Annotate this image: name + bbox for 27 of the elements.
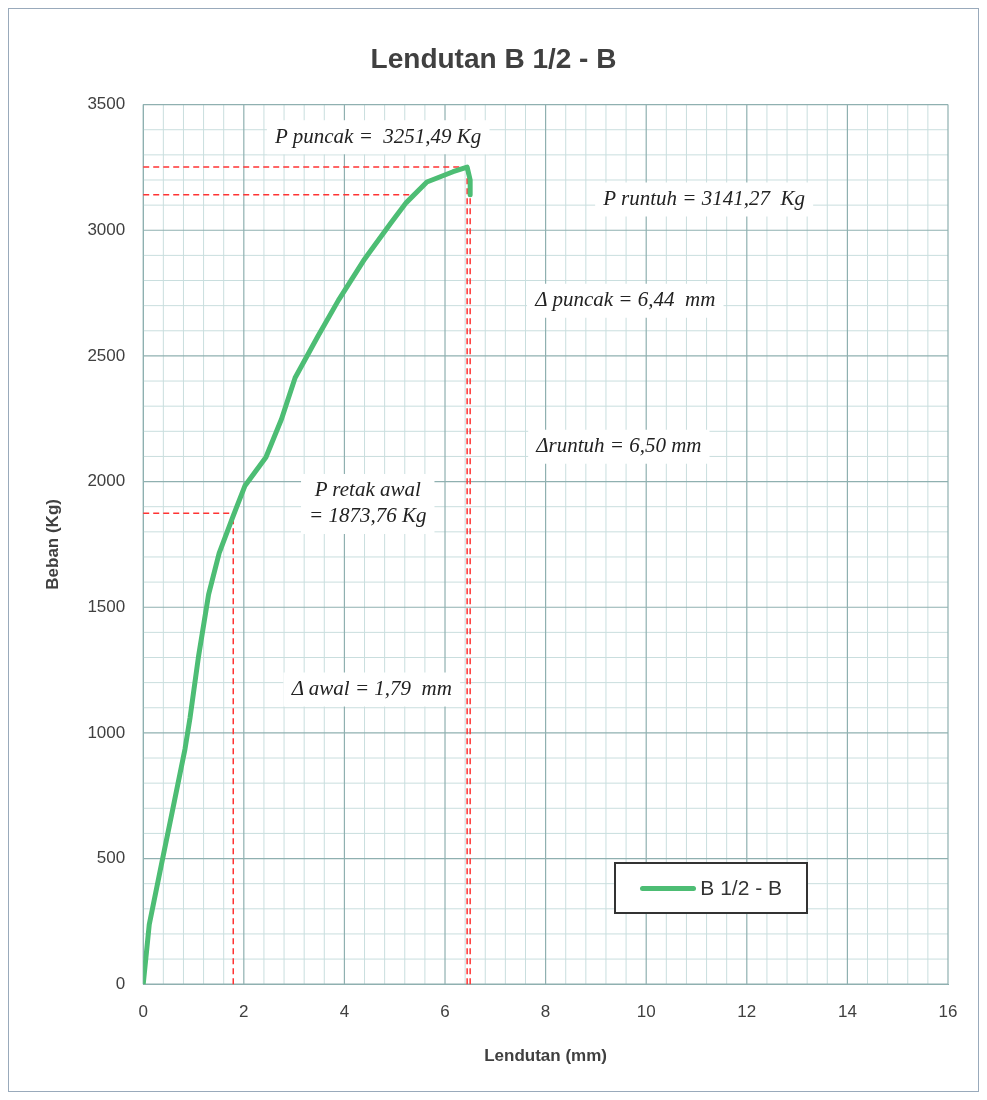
- x-axis-title: Lendutan (mm): [484, 1046, 607, 1066]
- x-tick-label: 8: [540, 1002, 551, 1022]
- x-tick-label: 14: [837, 1002, 857, 1022]
- y-tick-label: 2500: [87, 345, 126, 365]
- chart-title: Lendutan B 1/2 - B: [370, 42, 617, 74]
- annotation: P runtuh = 3141,27 Kg: [602, 186, 805, 211]
- y-tick-label: 1000: [87, 722, 126, 742]
- x-tick-label: 6: [440, 1002, 450, 1022]
- y-tick-label: 3500: [87, 94, 126, 114]
- annotation: P puncak = 3251,49 Kg: [274, 123, 482, 148]
- x-tick-label: 16: [938, 1002, 958, 1022]
- y-tick-label: 0: [115, 973, 126, 993]
- annotation: Δ puncak = 6,44 mm: [534, 287, 716, 312]
- x-tick-label: 0: [138, 1002, 148, 1022]
- y-tick-label: 2000: [87, 471, 126, 491]
- annotation: P retak awal = 1873,76 Kg: [309, 477, 427, 528]
- x-tick-label: 4: [339, 1002, 350, 1022]
- x-tick-label: 12: [737, 1002, 757, 1022]
- y-tick-label: 500: [96, 848, 126, 868]
- y-axis-title: Beban (Kg): [42, 499, 62, 590]
- legend-label: B 1/2 - B: [700, 876, 782, 901]
- x-tick-label: 10: [636, 1002, 656, 1022]
- annotation: Δruntuh = 6,50 mm: [535, 433, 702, 458]
- y-tick-label: 3000: [87, 219, 126, 239]
- y-tick-label: 1500: [87, 596, 126, 616]
- annotation: Δ awal = 1,79 mm: [290, 676, 452, 701]
- x-tick-label: 2: [239, 1002, 249, 1022]
